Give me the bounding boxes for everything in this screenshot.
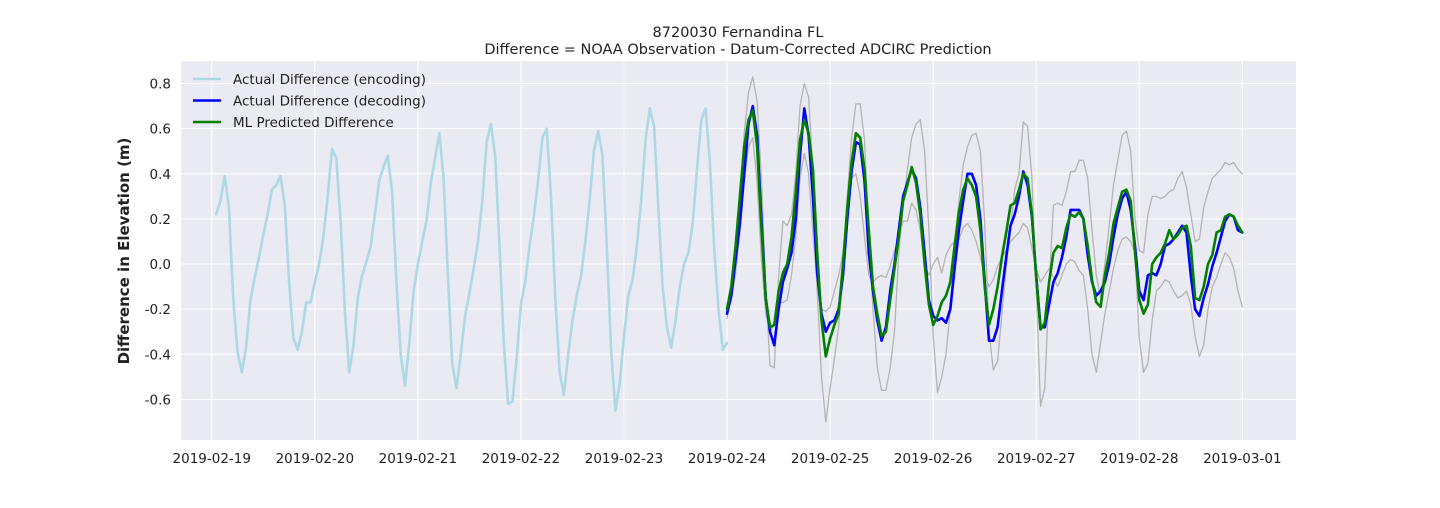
series-line-actual-difference-encoding: [214, 107, 729, 413]
y-tick-label: 0.6: [150, 122, 171, 138]
x-tick-label: 2019-02-27: [997, 451, 1075, 467]
legend-label: ML Predicted Difference: [233, 115, 394, 131]
y-tick-label: -0.4: [145, 347, 171, 363]
y-tick-label: 0.4: [150, 167, 171, 183]
y-tick-label: 0.8: [150, 77, 171, 93]
x-tick-label: 2019-02-26: [894, 451, 972, 467]
y-tick-label: 0.2: [150, 212, 171, 228]
x-tick-label: 2019-02-22: [482, 451, 560, 467]
series-line-ml-predicted-difference: [725, 109, 1244, 358]
chart-title: 8720030 Fernandina FL: [653, 25, 824, 41]
x-tick-label: 2019-02-24: [688, 451, 766, 467]
x-tick-label: 2019-02-21: [379, 451, 457, 467]
x-tick-label: 2019-02-19: [173, 451, 251, 467]
y-tick-label: 0.0: [150, 257, 171, 273]
y-axis-label: Difference in Elevation (m): [115, 138, 133, 365]
x-tick-label: 2019-02-20: [276, 451, 354, 467]
y-tick-label: -0.2: [145, 302, 171, 318]
legend: Actual Difference (encoding) Actual Diffe…: [193, 72, 426, 131]
legend-label: Actual Difference (decoding): [233, 94, 426, 110]
legend-label: Actual Difference (encoding): [233, 72, 426, 88]
x-tick-label: 2019-02-23: [585, 451, 663, 467]
x-tick-labels: 2019-02-19 2019-02-20 2019-02-21 2019-02-22…: [173, 451, 1282, 467]
x-tick-label: 2019-03-01: [1203, 451, 1281, 467]
series-lines: [214, 76, 1244, 423]
y-tick-label: -0.6: [145, 392, 171, 408]
x-tick-label: 2019-02-25: [791, 451, 869, 467]
x-tick-label: 2019-02-28: [1100, 451, 1178, 467]
y-tick-labels: -0.6 -0.4 -0.2 0.0 0.2 0.4 0.6 0.8: [145, 77, 171, 409]
chart-subtitle: Difference = NOAA Observation - Datum-Co…: [484, 42, 991, 58]
